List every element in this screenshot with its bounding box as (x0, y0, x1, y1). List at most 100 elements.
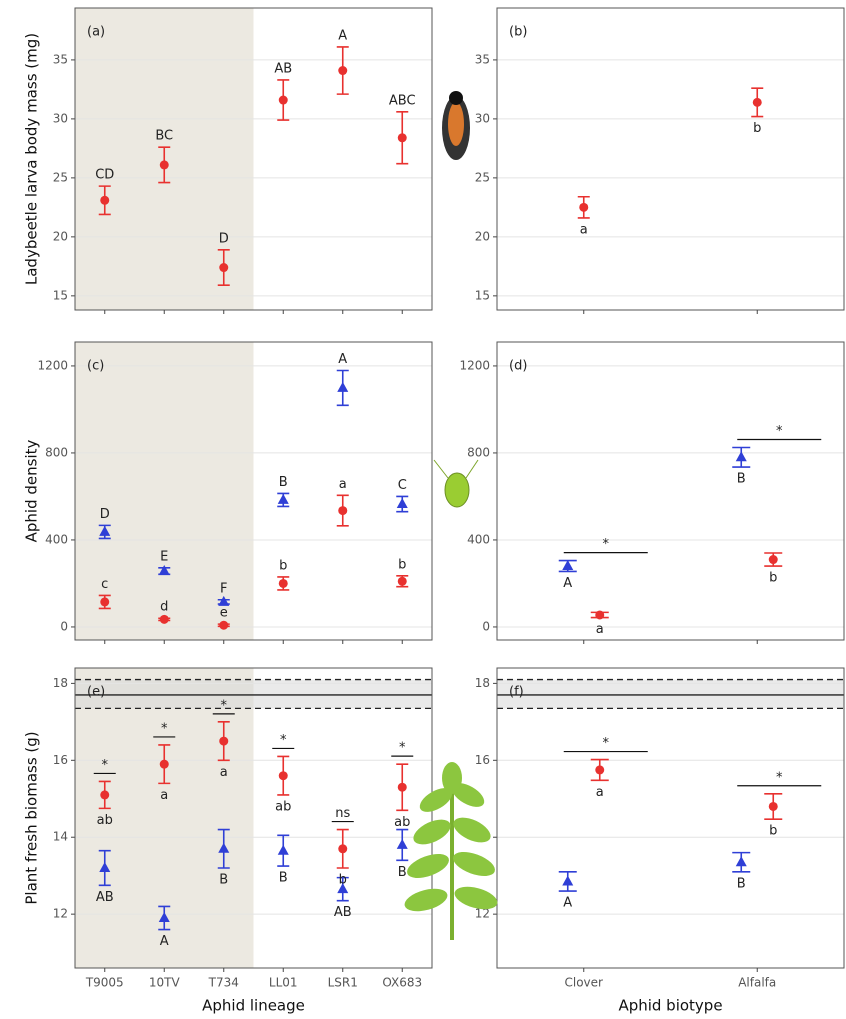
y-tick-label: 0 (60, 619, 68, 633)
point (100, 597, 110, 607)
point (337, 883, 349, 894)
leaf (451, 783, 485, 807)
significance-label: ns (335, 806, 350, 821)
y-axis-title: Aphid density (23, 440, 41, 543)
leaf (419, 788, 453, 812)
letter-label: D (100, 507, 110, 522)
letter-label: AB (96, 890, 114, 905)
point (337, 381, 349, 392)
aphid-antenna (465, 459, 479, 479)
larva-icon (442, 91, 470, 160)
x-axis-title: Aphid biotype (618, 997, 722, 1015)
point (219, 263, 229, 273)
point (278, 95, 288, 105)
point (159, 614, 169, 624)
y-tick-label: 1200 (37, 358, 68, 372)
point (768, 801, 778, 811)
point (159, 160, 169, 170)
letter-label: a (596, 785, 604, 800)
letter-label: AB (274, 61, 292, 76)
significance-label: * (399, 741, 406, 756)
letter-label: E (160, 549, 168, 564)
x-tick-label: T9005 (85, 976, 124, 990)
letter-label: A (160, 934, 169, 949)
y-tick-label: 25 (475, 170, 490, 184)
leaf (453, 851, 495, 877)
point (218, 842, 230, 853)
point (100, 790, 110, 800)
significance-label: * (776, 424, 783, 439)
significance-label: * (603, 537, 610, 552)
point (397, 576, 407, 586)
plant-icon (404, 762, 498, 940)
letter-label: C (398, 478, 407, 493)
point (99, 862, 111, 872)
point (735, 856, 747, 867)
letter-label: e (220, 606, 228, 621)
letter-label: ab (394, 815, 410, 830)
y-axis-title: Plant fresh biomass (g) (23, 731, 41, 904)
larva-head (449, 91, 463, 105)
point (278, 771, 288, 781)
aphid-antenna (433, 459, 449, 479)
point (338, 506, 348, 516)
point (396, 498, 408, 509)
panel-label: (c) (87, 359, 104, 374)
panel-label: (a) (87, 25, 105, 40)
x-tick-label: OX683 (382, 976, 422, 990)
point (218, 595, 230, 606)
y-tick-label: 15 (53, 288, 68, 302)
y-tick-label: 800 (467, 445, 490, 459)
y-tick-label: 18 (475, 676, 490, 690)
significance-label: * (776, 770, 783, 785)
letter-label: ABC (389, 93, 416, 108)
x-axis-title: Aphid lineage (202, 997, 305, 1015)
y-tick-label: 35 (53, 52, 68, 66)
y-tick-label: 18 (53, 676, 68, 690)
leaf (407, 853, 449, 879)
x-tick-label: Alfalfa (738, 976, 776, 990)
point (277, 493, 289, 504)
y-tick-label: 35 (475, 52, 490, 66)
letter-label: A (563, 576, 572, 591)
letter-label: b (339, 873, 347, 888)
y-tick-label: 30 (53, 111, 68, 125)
letter-label: A (338, 28, 347, 43)
y-tick-label: 400 (467, 532, 490, 546)
y-tick-label: 16 (475, 753, 490, 767)
letter-label: b (279, 558, 287, 573)
panel-label: (d) (509, 359, 527, 374)
point (159, 759, 169, 769)
larva-stripe (448, 102, 464, 146)
point (277, 844, 289, 855)
letter-label: ab (97, 813, 113, 828)
letter-label: a (580, 222, 588, 237)
letter-label: D (219, 231, 229, 246)
point (396, 838, 408, 849)
point (735, 451, 747, 462)
letter-label: a (220, 765, 228, 780)
point (100, 195, 110, 205)
letter-label: a (160, 788, 168, 803)
letter-label: B (398, 865, 407, 880)
point (158, 565, 170, 576)
letter-label: b (769, 571, 777, 586)
panel-border (74, 667, 433, 969)
point (158, 912, 170, 922)
y-tick-label: 15 (475, 288, 490, 302)
decorations (404, 91, 498, 940)
x-tick-label: Clover (565, 976, 604, 990)
y-tick-label: 12 (475, 907, 490, 921)
letter-label: B (737, 876, 746, 891)
point (562, 560, 574, 571)
shaded-region (75, 342, 254, 640)
panel-border (496, 341, 845, 641)
letter-label: a (596, 622, 604, 637)
leaf (442, 762, 462, 794)
letter-label: A (338, 352, 347, 367)
letter-label: B (279, 871, 288, 886)
significance-label: * (221, 698, 228, 713)
significance-label: * (603, 736, 610, 751)
panel-border (74, 7, 433, 311)
